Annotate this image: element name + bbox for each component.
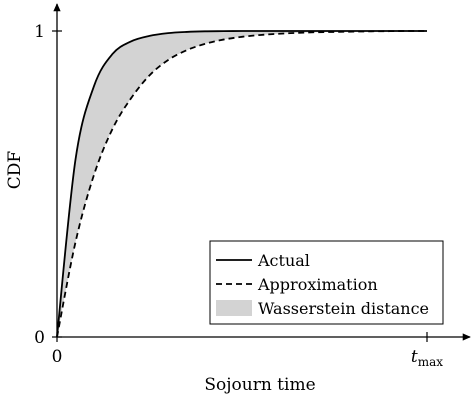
x-axis-label: Sojourn time xyxy=(204,375,315,395)
x-tick-label-0: 0 xyxy=(52,347,63,367)
legend-label-actual: Actual xyxy=(257,251,310,270)
y-tick-label-0: 0 xyxy=(34,328,45,348)
ticks-layer: 0 1 0 tmax xyxy=(34,22,443,369)
legend-label-wasserstein: Wasserstein distance xyxy=(258,299,429,318)
y-tick-label-1: 1 xyxy=(34,22,45,42)
y-axis-label: CDF xyxy=(5,151,25,190)
series-line-approximation xyxy=(56,30,428,338)
legend: Actual Approximation Wasserstein distanc… xyxy=(209,240,444,325)
series-lines-layer xyxy=(56,30,428,338)
legend-label-approximation: Approximation xyxy=(257,275,378,294)
legend-swatch-wasserstein xyxy=(216,300,252,316)
x-tick-label-t-max: tmax xyxy=(411,347,443,369)
